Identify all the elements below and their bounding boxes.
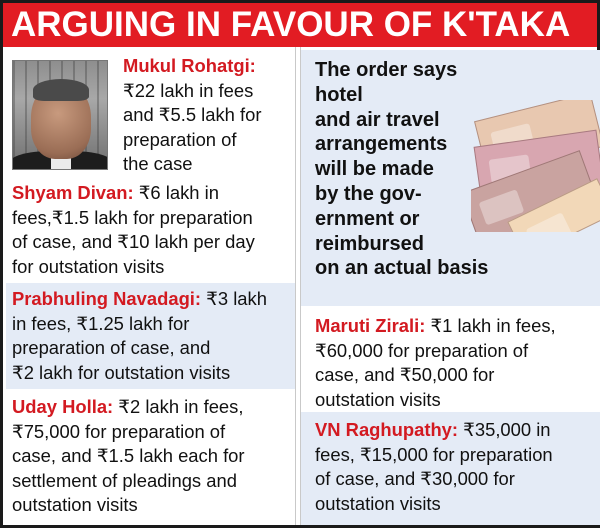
- fee-line: ₹60,000 for preparation of: [315, 339, 529, 361]
- note-line: on an actual basis: [315, 257, 489, 280]
- fee-line: ₹2 lakh in fees,: [113, 396, 244, 417]
- column-divider: [295, 47, 301, 525]
- fee-line: and ₹5.5 lakh for: [123, 104, 262, 125]
- entry-panel-uday-holla: Uday Holla: ₹2 lakh in fees, ₹75,000 for…: [6, 389, 295, 525]
- lawyer-name: Maruti Zirali:: [315, 315, 426, 336]
- note-line: and air travel: [315, 108, 440, 131]
- headline-banner: ARGUING IN FAVOUR OF K'TAKA: [3, 3, 597, 47]
- lawyer-name: VN Raghupathy:: [315, 419, 459, 440]
- note-line: arrangements: [315, 133, 448, 156]
- entry-panel-maruti-zirali: Maruti Zirali: ₹1 lakh in fees, ₹60,000 …: [301, 306, 600, 412]
- fee-line: outstation visits: [315, 492, 441, 514]
- fee-line: in fees, ₹1.25 lakh for: [12, 312, 190, 334]
- entry-text: Uday Holla: ₹2 lakh in fees, ₹75,000 for…: [12, 395, 296, 518]
- entry-panel-prabhuling-navadagi: Prabhuling Navadagi: ₹3 lakh in fees, ₹1…: [6, 283, 295, 389]
- fee-line: ₹1 lakh in fees,: [425, 315, 556, 336]
- fee-line: ₹35,000 in: [458, 419, 551, 440]
- note-line: The order says hotel: [315, 59, 458, 106]
- fee-line: of case, and ₹30,000 for: [315, 468, 515, 489]
- fee-line: ₹6 lakh in: [133, 182, 219, 203]
- entry-text: Mukul Rohatgi: ₹22 lakh in fees and ₹5.5…: [123, 54, 291, 177]
- fee-line: outstation visits: [315, 388, 441, 410]
- fee-line: preparation of case, and: [12, 337, 211, 358]
- entry-text: Shyam Divan: ₹6 lakh in fees,₹1.5 lakh f…: [12, 181, 296, 279]
- order-note-text: The order says hotel and air travel arra…: [315, 58, 495, 281]
- note-line: reimbursed: [315, 232, 424, 255]
- fee-line: ₹3 lakh: [201, 288, 267, 309]
- fee-line: preparation of: [123, 128, 237, 150]
- fee-line: of case, and ₹10 lakh per day: [12, 231, 255, 252]
- portrait-photo: [12, 60, 108, 170]
- fee-line: the case: [123, 153, 193, 174]
- entry-panel-mukul-rohatgi: Mukul Rohatgi: ₹22 lakh in fees and ₹5.5…: [6, 50, 295, 178]
- fee-line: outstation visits: [12, 494, 138, 515]
- lawyer-name: Prabhuling Navadagi:: [12, 288, 202, 309]
- entry-text: Prabhuling Navadagi: ₹3 lakh in fees, ₹1…: [12, 287, 296, 385]
- fee-line: ₹2 lakh for outstation visits: [12, 361, 231, 383]
- fee-line: fees,₹1.5 lakh for preparation: [12, 206, 253, 228]
- fee-line: ₹75,000 for preparation of: [12, 420, 226, 442]
- lawyer-name: Shyam Divan:: [12, 182, 134, 203]
- fee-line: settlement of pleadings and: [12, 469, 237, 491]
- lawyer-name: Uday Holla:: [12, 396, 114, 417]
- note-line: ernment or: [315, 207, 420, 230]
- entry-text: Maruti Zirali: ₹1 lakh in fees, ₹60,000 …: [315, 314, 597, 412]
- order-note-panel: The order says hotel and air travel arra…: [301, 50, 600, 306]
- entry-text: VN Raghupathy: ₹35,000 in fees, ₹15,000 …: [315, 418, 597, 516]
- fee-line: ₹22 lakh in fees: [123, 79, 254, 101]
- fee-line: case, and ₹1.5 lakh each for: [12, 445, 245, 466]
- fee-line: case, and ₹50,000 for: [315, 364, 495, 385]
- entry-panel-shyam-divan: Shyam Divan: ₹6 lakh in fees,₹1.5 lakh f…: [6, 178, 295, 283]
- fee-line: for outstation visits: [12, 255, 165, 277]
- note-line: will be made: [315, 158, 434, 181]
- note-line: by the gov-: [315, 182, 422, 205]
- fee-line: fees, ₹15,000 for preparation: [315, 443, 553, 465]
- lawyer-name: Mukul Rohatgi:: [123, 55, 256, 76]
- entry-panel-vn-raghupathy: VN Raghupathy: ₹35,000 in fees, ₹15,000 …: [301, 412, 600, 525]
